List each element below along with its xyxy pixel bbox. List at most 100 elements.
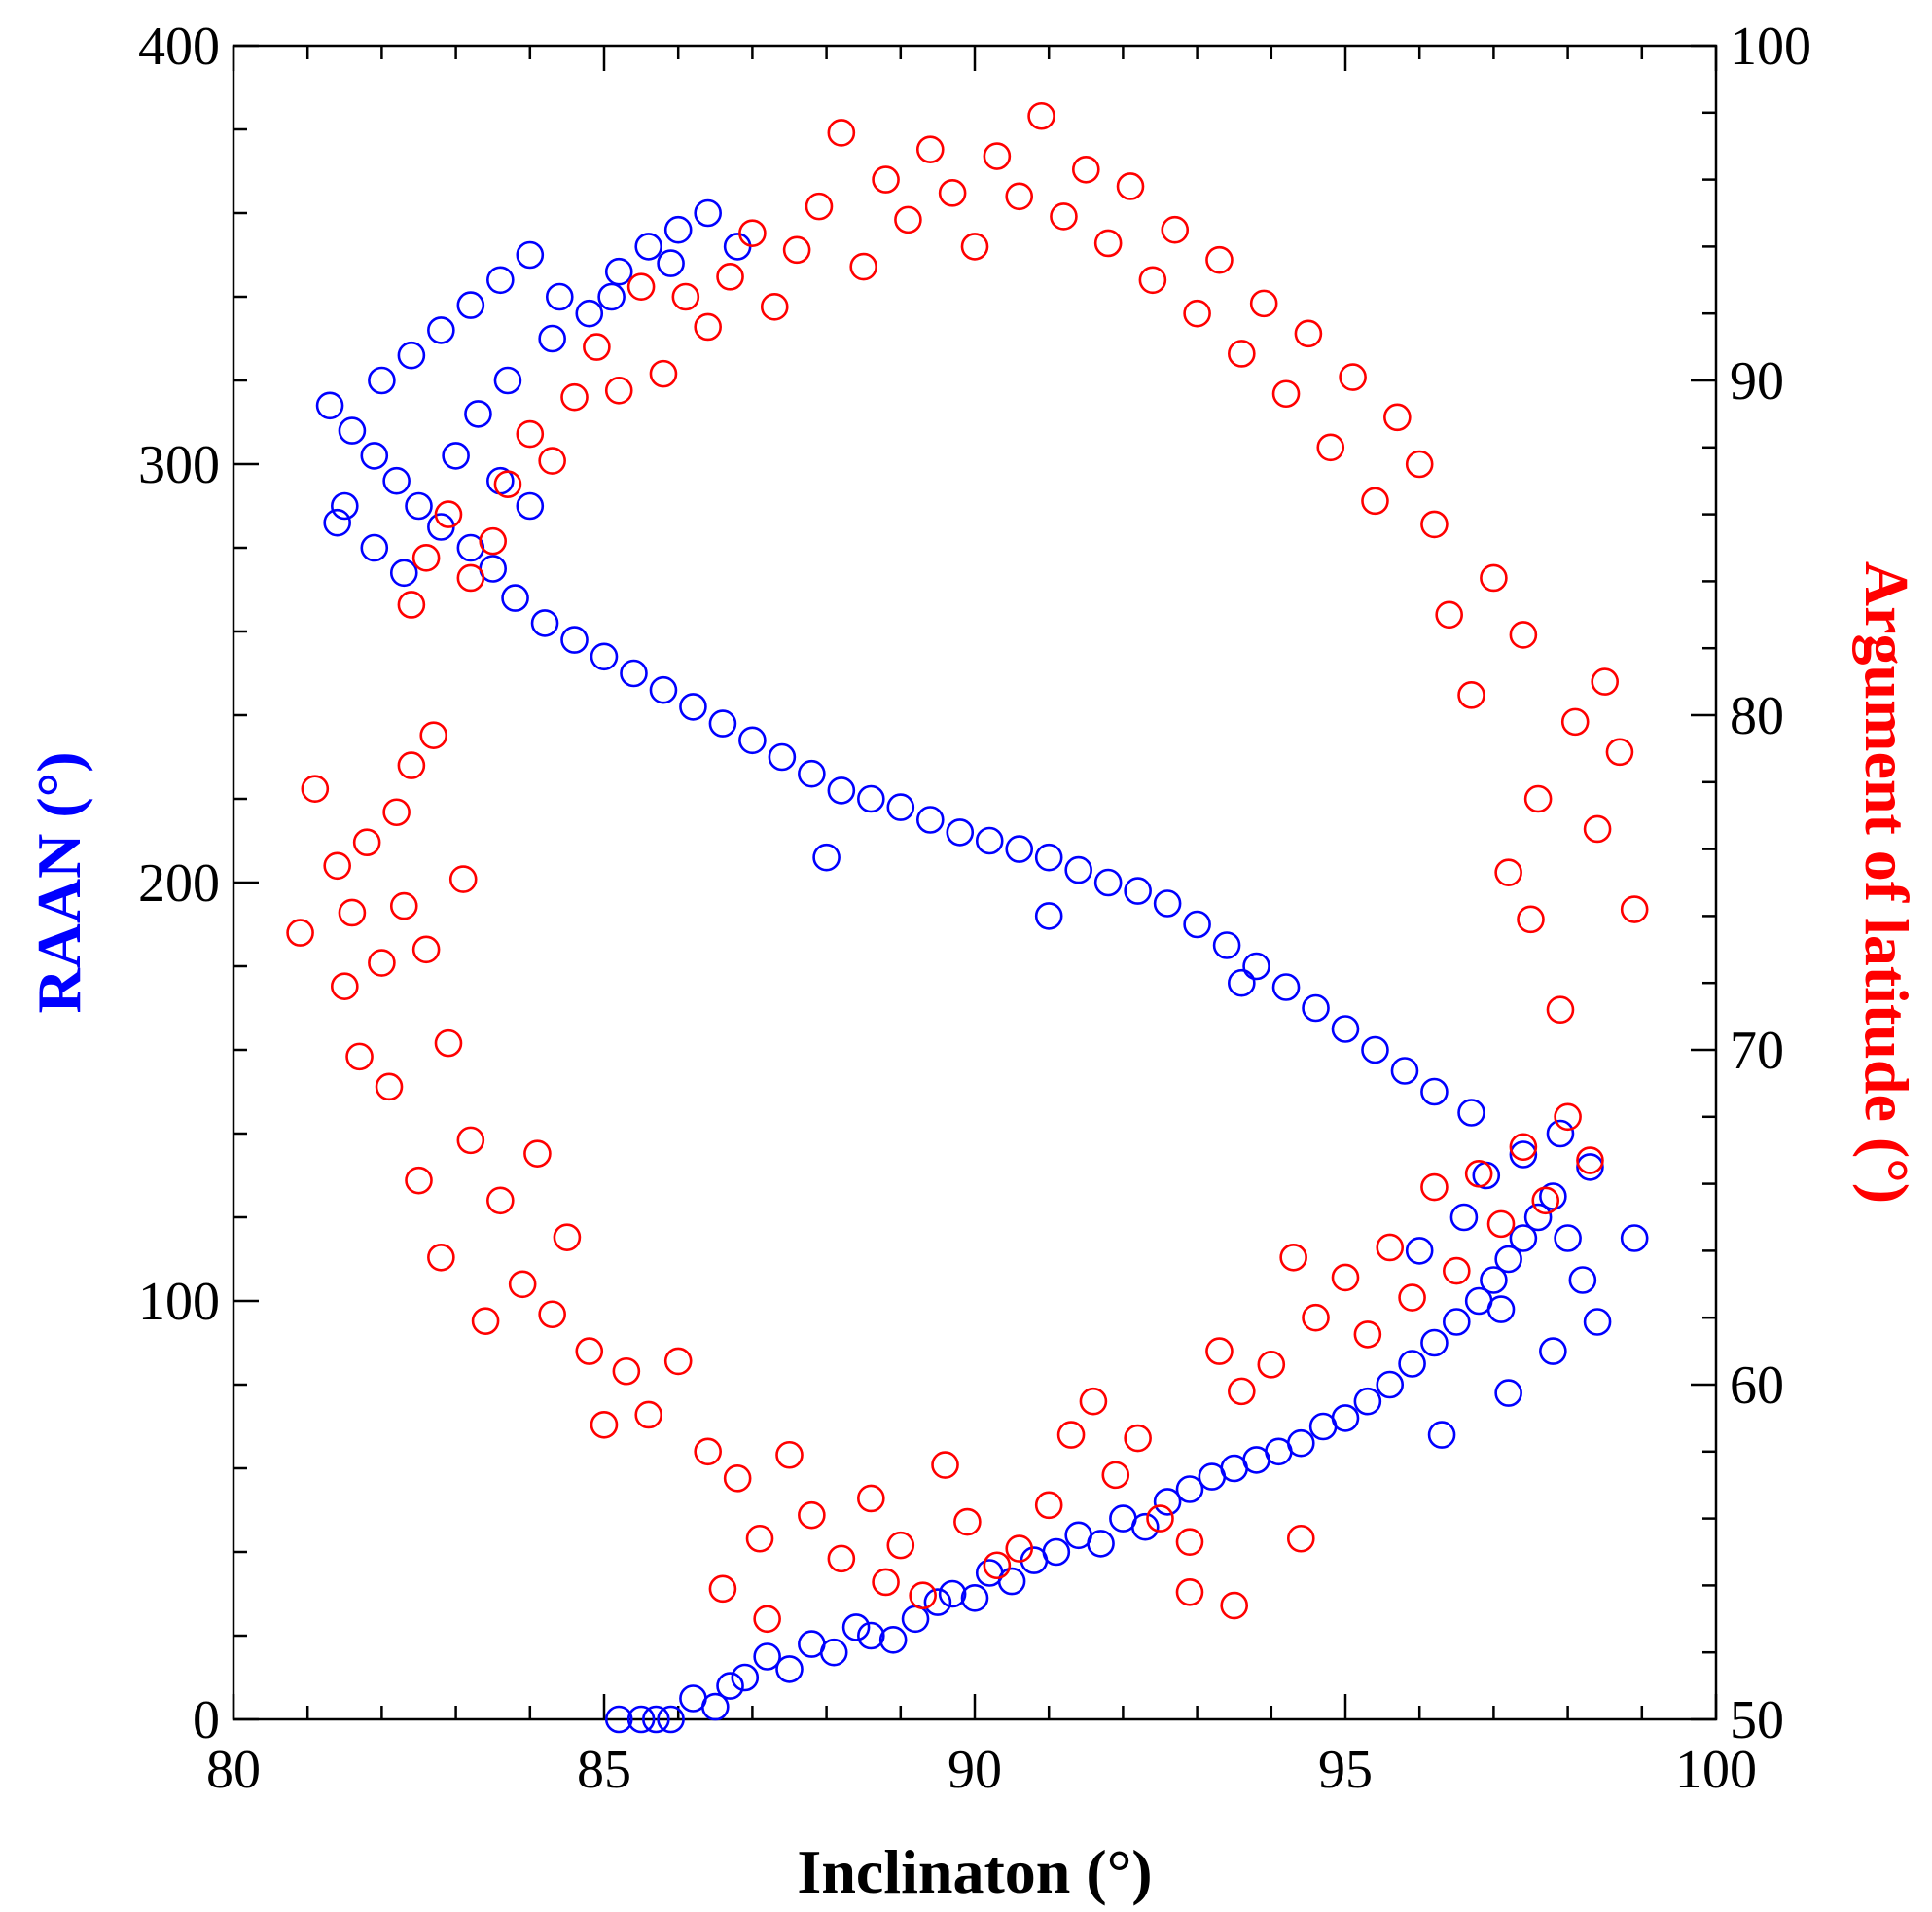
argument-of-latitude-point — [960, 233, 989, 261]
raan-point — [427, 316, 455, 344]
argument-of-latitude-point — [604, 377, 633, 405]
argument-of-latitude-point — [634, 1400, 663, 1429]
argument-of-latitude-point — [382, 798, 411, 827]
argument-of-latitude-point — [560, 382, 589, 412]
raan-point — [1583, 1308, 1612, 1336]
argument-of-latitude-point — [1056, 1421, 1086, 1449]
argument-of-latitude-point — [983, 1551, 1012, 1580]
argument-of-latitude-point — [538, 1300, 566, 1329]
argument-of-latitude-point — [782, 235, 811, 265]
raan-point — [857, 784, 885, 813]
raan-point — [1271, 973, 1301, 1001]
raan-point — [1509, 1140, 1538, 1169]
y-left-tick-label: 100 — [138, 1272, 220, 1332]
argument-of-latitude-point — [1034, 1491, 1063, 1520]
argument-of-latitude-point — [612, 1356, 641, 1386]
argument-of-latitude-point — [1257, 1351, 1286, 1379]
argument-of-latitude-point — [1523, 784, 1553, 813]
plot-frame — [232, 44, 1718, 1721]
argument-of-latitude-point — [583, 333, 611, 361]
argument-of-latitude-point — [1050, 202, 1078, 231]
argument-of-latitude-point — [953, 1507, 982, 1536]
raan-point — [1427, 1421, 1456, 1449]
raan-point — [649, 675, 678, 704]
argument-of-latitude-point — [1353, 1320, 1382, 1349]
raan-point — [1153, 889, 1182, 918]
argument-of-latitude-point — [1509, 621, 1538, 649]
raan-point — [1228, 968, 1256, 997]
raan-point — [442, 442, 470, 470]
argument-of-latitude-point — [760, 293, 789, 321]
raan-point — [382, 466, 411, 495]
raan-point — [997, 1567, 1026, 1596]
raan-point — [1405, 1237, 1434, 1265]
raan-point — [389, 559, 418, 588]
argument-of-latitude-point — [1079, 1387, 1108, 1416]
raan-point — [1087, 1530, 1115, 1558]
argument-of-latitude-point — [286, 919, 314, 947]
x-tick-label: 90 — [948, 1740, 1002, 1800]
raan-point — [679, 693, 707, 721]
raan-point — [878, 1626, 908, 1654]
raan-point — [575, 299, 604, 328]
argument-of-latitude-point — [1286, 1524, 1315, 1553]
raan-point — [1242, 952, 1270, 981]
axis-tick-labels: 80 85 90 95 100 0 100 200 300 400 50 60 70 80 90 100 — [138, 17, 1811, 1800]
raan-point — [397, 341, 426, 370]
argument-of-latitude-point — [1376, 1233, 1405, 1262]
y-left-tick-label: 0 — [193, 1690, 220, 1750]
argument-of-latitude-point — [1620, 895, 1649, 923]
raan-point — [1302, 993, 1330, 1023]
raan-point — [1331, 1015, 1360, 1043]
raan-point — [1042, 1537, 1071, 1567]
x-tick-label: 95 — [1318, 1740, 1373, 1800]
argument-of-latitude-point — [1093, 229, 1123, 258]
argument-of-latitude-point — [405, 1166, 433, 1195]
raan-point — [663, 215, 693, 244]
argument-of-latitude-point — [909, 1581, 937, 1610]
argument-of-latitude-point — [330, 972, 359, 1000]
argument-of-latitude-point — [1331, 1263, 1360, 1292]
raan-point — [716, 1672, 744, 1700]
argument-of-latitude-point — [1302, 1303, 1330, 1332]
raan-point — [1034, 843, 1063, 872]
argument-of-latitude-point — [1279, 1243, 1307, 1272]
raan-point — [1546, 1119, 1575, 1148]
raan-point — [938, 1579, 967, 1608]
argument-of-latitude-point — [1175, 1577, 1204, 1606]
raan-point — [657, 249, 685, 277]
argument-of-latitude-point — [1249, 289, 1278, 318]
argument-of-latitude-point — [493, 470, 522, 498]
raan-point — [827, 776, 856, 805]
raan-point — [946, 818, 975, 847]
raan-point — [1153, 1488, 1182, 1516]
y-axis-left-title: RAAN (°) — [24, 751, 93, 1013]
raan-point — [857, 1621, 885, 1650]
raan-point — [604, 1705, 633, 1734]
raan-point — [738, 726, 767, 755]
raan-point — [538, 324, 566, 353]
raan-point — [501, 584, 529, 612]
raan-point — [1620, 1224, 1649, 1252]
argument-of-latitude-point — [894, 205, 922, 234]
argument-of-latitude-point — [915, 135, 945, 163]
raan-point — [642, 1705, 670, 1734]
argument-of-latitude-point — [411, 544, 441, 572]
argument-of-latitude-point — [1420, 510, 1449, 539]
raan-point — [1124, 877, 1152, 905]
argument-of-latitude-point — [1435, 600, 1463, 630]
argument-of-latitude-point — [708, 1574, 737, 1604]
argument-of-latitude-point — [352, 828, 381, 857]
argument-of-latitude-point — [805, 192, 834, 221]
argument-of-latitude-point — [1339, 363, 1367, 391]
argument-of-latitude-point — [694, 1437, 722, 1466]
argument-of-latitude-point — [1294, 319, 1323, 348]
argument-of-latitude-point — [938, 179, 967, 207]
raan-point — [975, 826, 1004, 855]
argument-of-latitude-point — [427, 1243, 455, 1272]
raan-point — [560, 626, 589, 654]
argument-of-latitude-point — [1576, 1146, 1604, 1174]
raan-point — [1286, 1428, 1315, 1458]
argument-of-latitude-point — [1560, 707, 1590, 737]
argument-of-latitude-point — [1072, 155, 1100, 184]
